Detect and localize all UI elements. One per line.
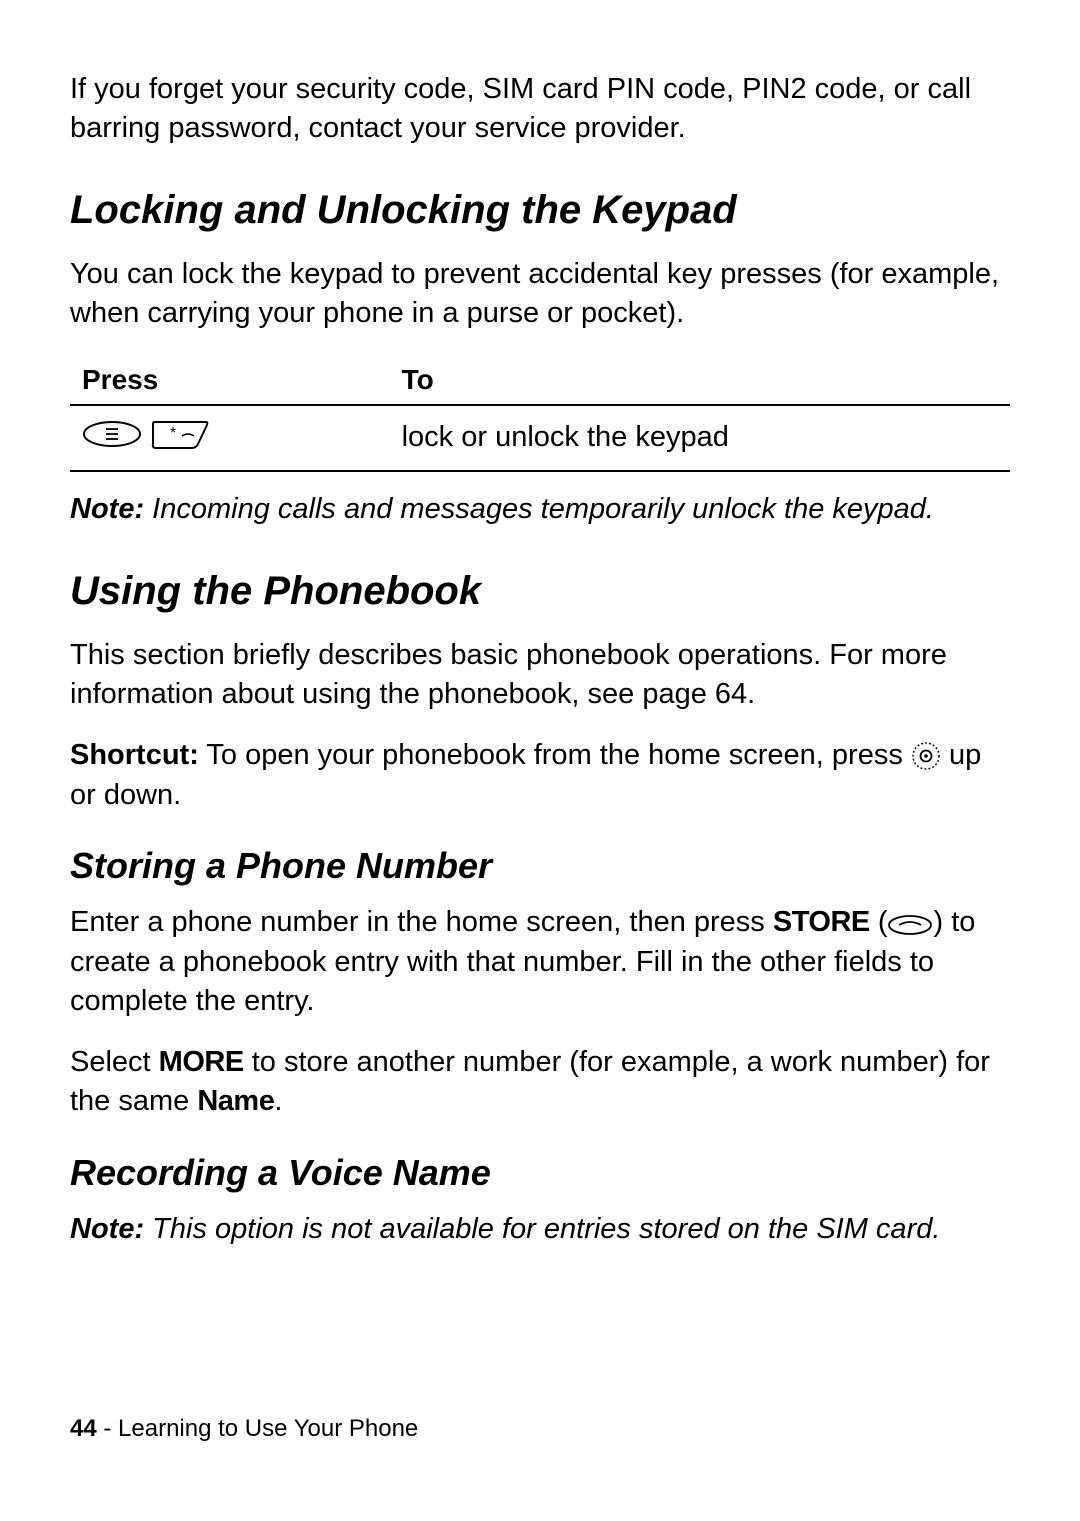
locking-heading: Locking and Unlocking the Keypad <box>70 188 1010 233</box>
storing-para1-mid: ( <box>870 906 888 938</box>
menu-key-icon <box>82 419 142 457</box>
footer-separator: - <box>97 1415 118 1442</box>
star-key-icon: * <box>150 418 210 458</box>
note-label: Note: <box>70 493 144 525</box>
phonebook-heading: Using the Phonebook <box>70 569 1010 614</box>
voice-note-label: Note: <box>70 1213 144 1245</box>
voice-heading: Recording a Voice Name <box>70 1152 1010 1194</box>
locking-paragraph: You can lock the keypad to prevent accid… <box>70 255 1010 333</box>
intro-paragraph: If you forget your security code, SIM ca… <box>70 70 1010 148</box>
table-header-to: To <box>390 356 1010 405</box>
svg-text:*: * <box>170 425 176 442</box>
storing-para1-prefix: Enter a phone number in the home screen,… <box>70 906 773 938</box>
nav-circle-icon <box>911 737 941 776</box>
footer-title: Learning to Use Your Phone <box>118 1415 418 1442</box>
name-label: Name <box>197 1085 274 1117</box>
storing-para2-prefix: Select <box>70 1046 159 1078</box>
to-cell: lock or unlock the keypad <box>390 405 1010 471</box>
more-label: MORE <box>159 1046 244 1078</box>
locking-note: Note: Incoming calls and messages tempor… <box>70 490 1010 529</box>
storing-para1: Enter a phone number in the home screen,… <box>70 903 1010 1021</box>
phonebook-shortcut: Shortcut: To open your phonebook from th… <box>70 736 1010 815</box>
shortcut-label: Shortcut: <box>70 739 199 771</box>
page-number: 44 <box>70 1415 97 1442</box>
note-text: Incoming calls and messages temporarily … <box>144 493 934 525</box>
keypad-table: Press To * <box>70 356 1010 472</box>
phonebook-para1: This section briefly describes basic pho… <box>70 636 1010 714</box>
shortcut-prefix: To open your phonebook from the home scr… <box>199 739 911 771</box>
storing-heading: Storing a Phone Number <box>70 845 1010 887</box>
storing-para2-suffix: . <box>274 1085 282 1117</box>
press-cell: * <box>70 405 390 471</box>
voice-note: Note: This option is not available for e… <box>70 1210 1010 1249</box>
softkey-right-icon <box>887 904 933 943</box>
voice-note-text: This option is not available for entries… <box>144 1213 940 1245</box>
table-row: * lock or unlock the keypad <box>70 405 1010 471</box>
table-header-press: Press <box>70 356 390 405</box>
storing-para2: Select MORE to store another number (for… <box>70 1043 1010 1121</box>
page-footer: 44 - Learning to Use Your Phone <box>70 1415 418 1443</box>
store-label: STORE <box>773 906 870 938</box>
